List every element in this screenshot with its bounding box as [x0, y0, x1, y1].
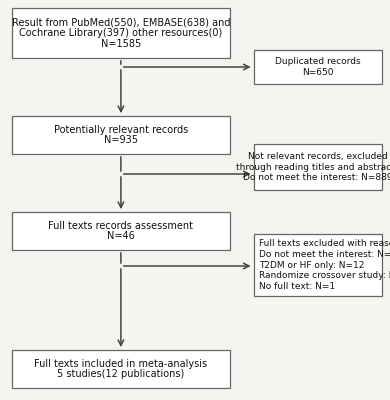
FancyBboxPatch shape — [254, 144, 382, 190]
FancyBboxPatch shape — [254, 234, 382, 296]
Text: Full texts included in meta-analysis: Full texts included in meta-analysis — [34, 358, 207, 369]
Text: N=1585: N=1585 — [101, 39, 141, 49]
Text: Cochrane Library(397) other resources(0): Cochrane Library(397) other resources(0) — [19, 28, 223, 38]
FancyBboxPatch shape — [12, 8, 230, 58]
Text: Potentially relevant records: Potentially relevant records — [54, 125, 188, 134]
Text: 5 studies(12 publications): 5 studies(12 publications) — [57, 370, 184, 379]
Text: Do not meet the interest: N=889: Do not meet the interest: N=889 — [243, 173, 390, 182]
Text: N=46: N=46 — [107, 231, 135, 241]
FancyBboxPatch shape — [254, 50, 382, 84]
Text: Randomize crossover study: N=1: Randomize crossover study: N=1 — [259, 271, 390, 280]
Text: Do not meet the interest: N=20: Do not meet the interest: N=20 — [259, 250, 390, 259]
FancyBboxPatch shape — [12, 350, 230, 388]
Text: Duplicated records: Duplicated records — [275, 57, 361, 66]
Text: No full text: N=1: No full text: N=1 — [259, 282, 335, 291]
Text: N=935: N=935 — [104, 135, 138, 145]
Text: Result from PubMed(550), EMBASE(638) and: Result from PubMed(550), EMBASE(638) and — [12, 17, 230, 27]
FancyBboxPatch shape — [12, 116, 230, 154]
Text: Full texts excluded with reasons: Full texts excluded with reasons — [259, 239, 390, 248]
Text: Not relevant records, excluded: Not relevant records, excluded — [248, 152, 388, 161]
Text: N=650: N=650 — [302, 68, 333, 77]
Text: Full texts records assessment: Full texts records assessment — [48, 221, 193, 230]
FancyBboxPatch shape — [12, 212, 230, 250]
Text: through reading titles and abstracts: through reading titles and abstracts — [236, 162, 390, 172]
Text: T2DM or HF only: N=12: T2DM or HF only: N=12 — [259, 260, 365, 270]
